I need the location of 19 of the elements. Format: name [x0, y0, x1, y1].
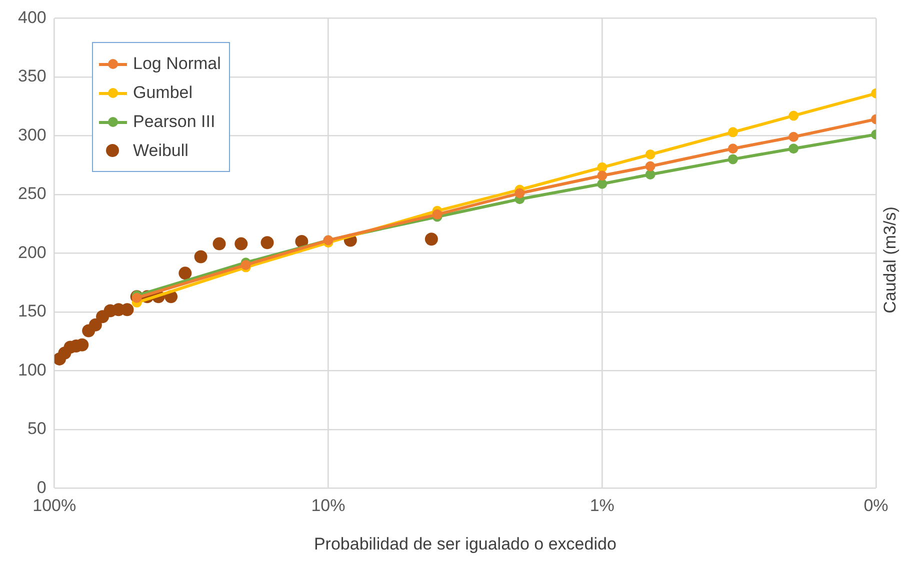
x-tick-label: 1%: [590, 496, 614, 516]
y-tick-label: 300: [18, 125, 46, 144]
x-tick-label: 10%: [311, 496, 346, 516]
y-axis-title: Caudal (m3/s): [880, 206, 900, 314]
legend-label: Weibull: [133, 140, 188, 160]
legend-label: Pearson III: [133, 112, 216, 132]
y-tick-label: 100: [18, 360, 46, 380]
y-tick-label: 50: [27, 419, 46, 438]
y-tick-label: 400: [18, 8, 46, 27]
y-tick-label: 150: [18, 302, 46, 321]
legend-label: Log Normal: [133, 54, 221, 74]
legend-label: Gumbel: [133, 82, 193, 102]
x-tick-label: 0%: [864, 496, 888, 516]
x-axis-title: Probabilidad de ser igualado o excedido: [314, 534, 616, 554]
y-tick-label: 250: [18, 184, 46, 204]
y-tick-label: 200: [18, 242, 46, 262]
y-tick-label: 350: [18, 66, 46, 86]
x-tick-label: 100%: [32, 496, 76, 516]
y-tick-label: 0: [36, 478, 46, 497]
